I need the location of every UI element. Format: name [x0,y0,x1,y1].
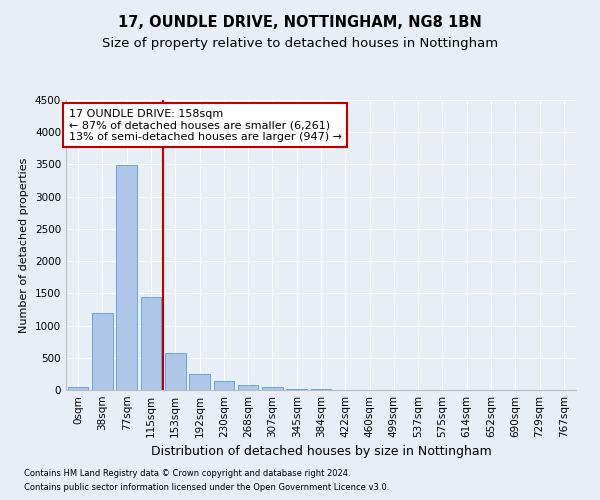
Text: Contains public sector information licensed under the Open Government Licence v3: Contains public sector information licen… [24,484,389,492]
Y-axis label: Number of detached properties: Number of detached properties [19,158,29,332]
Bar [140,296,161,390]
Text: Contains HM Land Registry data © Crown copyright and database right 2024.: Contains HM Land Registry data © Crown c… [24,468,350,477]
Bar [286,388,307,390]
X-axis label: Distribution of detached houses by size in Nottingham: Distribution of detached houses by size … [151,446,491,458]
Bar [116,165,137,390]
Bar [68,387,88,390]
Bar [238,384,259,390]
Bar [262,387,283,390]
Text: 17, OUNDLE DRIVE, NOTTINGHAM, NG8 1BN: 17, OUNDLE DRIVE, NOTTINGHAM, NG8 1BN [118,15,482,30]
Bar [165,354,185,390]
Bar [214,381,234,390]
Text: Size of property relative to detached houses in Nottingham: Size of property relative to detached ho… [102,38,498,51]
Bar [189,374,210,390]
Bar [92,312,113,390]
Text: 17 OUNDLE DRIVE: 158sqm
← 87% of detached houses are smaller (6,261)
13% of semi: 17 OUNDLE DRIVE: 158sqm ← 87% of detache… [68,108,341,142]
